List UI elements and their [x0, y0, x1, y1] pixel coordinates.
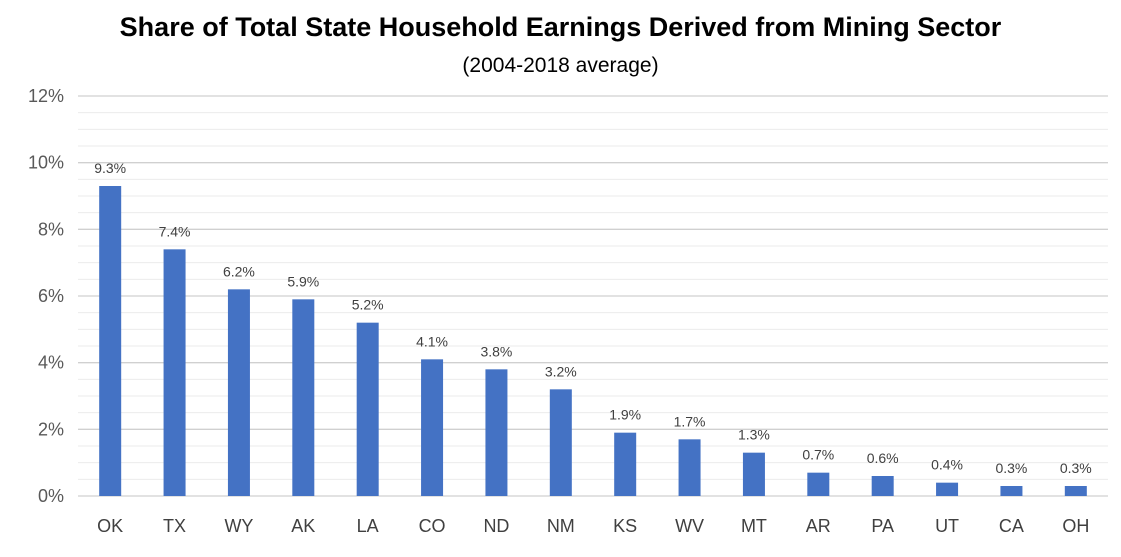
data-label: 7.4% [159, 223, 191, 239]
chart-subtitle: (2004-2018 average) [462, 54, 659, 77]
data-label: 3.2% [545, 363, 577, 379]
data-label: 1.9% [609, 407, 641, 423]
bar-tx [163, 249, 186, 496]
y-axis: 0% 2% 4% 6% 8% 10% 12% [28, 86, 64, 506]
x-tick-label: MT [741, 516, 767, 536]
bar-ak [292, 299, 315, 496]
y-tick-label: 12% [28, 86, 64, 106]
x-tick-label: UT [935, 516, 959, 536]
x-tick-label: WV [675, 516, 704, 536]
data-label: 4.1% [416, 333, 448, 349]
bar-nd [485, 369, 508, 496]
x-axis: OK TX WY AK LA CO ND NM KS WV MT AR PA UT CA OH [97, 516, 1089, 536]
bar-wy [227, 289, 250, 496]
data-label: 9.3% [94, 160, 126, 176]
x-tick-label: WY [224, 516, 253, 536]
x-tick-label: AK [291, 516, 315, 536]
data-label: 6.2% [223, 263, 255, 279]
bar-la [356, 322, 379, 496]
bar-ar [807, 472, 830, 496]
data-label: 0.3% [995, 460, 1027, 476]
data-label: 5.9% [287, 273, 319, 289]
x-tick-label: PA [871, 516, 894, 536]
y-tick-label: 6% [38, 286, 64, 306]
x-tick-label: OH [1062, 516, 1089, 536]
data-label: 0.6% [867, 450, 899, 466]
data-label: 0.7% [802, 447, 834, 463]
bar-ut [936, 482, 959, 496]
bar-wv [678, 439, 701, 496]
data-label: 0.3% [1060, 460, 1092, 476]
data-labels: 9.3% 7.4% 6.2% 5.9% 5.2% 4.1% 3.8% 3.2% 1.9% 1.7%… [94, 160, 1092, 476]
data-label: 1.3% [738, 427, 770, 443]
data-label: 0.4% [931, 457, 963, 473]
chart-title: Share of Total State Household Earnings … [119, 12, 1002, 42]
x-tick-label: LA [357, 516, 379, 536]
data-label: 5.2% [352, 297, 384, 313]
x-tick-label: NM [547, 516, 575, 536]
data-label: 1.7% [674, 413, 706, 429]
bar-pa [871, 476, 894, 496]
x-tick-label: ND [483, 516, 509, 536]
bar-ok [99, 186, 122, 496]
x-tick-label: KS [613, 516, 637, 536]
bar-co [421, 359, 444, 496]
x-tick-label: AR [806, 516, 831, 536]
bar-ca [1000, 486, 1023, 496]
y-tick-label: 2% [38, 419, 64, 439]
y-tick-label: 4% [38, 353, 64, 373]
data-label: 3.8% [480, 343, 512, 359]
y-tick-label: 10% [28, 153, 64, 173]
x-tick-label: CA [999, 516, 1024, 536]
bar-nm [549, 389, 572, 496]
bar-ks [614, 432, 637, 496]
x-tick-label: TX [163, 516, 186, 536]
y-tick-label: 8% [38, 219, 64, 239]
x-tick-label: CO [419, 516, 446, 536]
bars [99, 186, 1087, 496]
bar-mt [742, 452, 765, 496]
y-tick-label: 0% [38, 486, 64, 506]
bar-oh [1064, 486, 1087, 496]
x-tick-label: OK [97, 516, 123, 536]
